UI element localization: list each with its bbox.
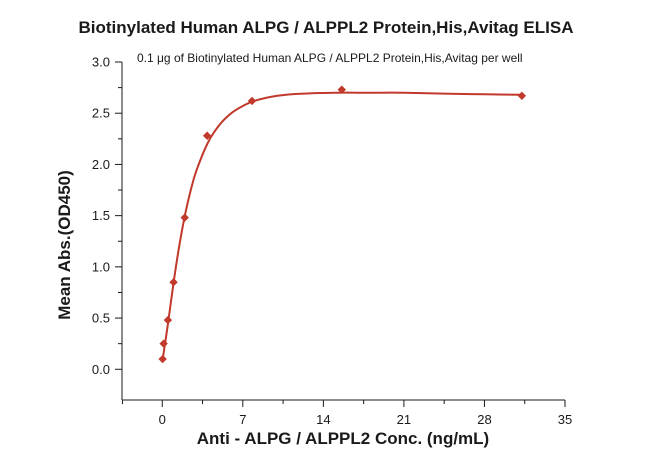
data-point [517,91,527,100]
fit-curve-layer [161,91,522,363]
data-points-layer [158,85,527,364]
y-ticks: 0.0 0.5 1.0 1.5 2.0 2.5 3.0 [92,55,122,377]
x-tick-label: 14 [316,412,330,427]
x-tick-label: 21 [397,412,411,427]
data-point [247,96,257,106]
x-tick-label: 7 [239,412,246,427]
y-tick-label: 3.0 [92,55,110,70]
x-axis-label: Anti - ALPG / ALPPL2 Conc. (ng/mL) [197,429,489,448]
x-tick-label: 28 [477,412,491,427]
axes [121,62,565,401]
y-tick-label: 1.0 [92,259,110,274]
data-point [180,213,189,222]
data-point [159,339,168,348]
data-point [169,278,178,287]
chart-subtitle: 0.1 μg of Biotinylated Human ALPG / ALPP… [137,51,523,65]
fit-curve [161,91,522,363]
y-tick-label: 0.0 [92,362,110,377]
data-point [337,85,346,94]
y-tick-label: 2.5 [92,106,110,121]
y-tick-label: 1.5 [92,208,110,223]
x-tick-label: 0 [159,412,166,427]
chart-title: Biotinylated Human ALPG / ALPPL2 Protein… [79,18,574,37]
y-tick-label: 0.5 [92,311,110,326]
y-axis-label: Mean Abs.(OD450) [55,170,74,320]
x-ticks: 0 7 14 21 28 35 [122,400,572,427]
data-point [163,315,173,325]
x-tick-label: 35 [558,412,572,427]
data-point [158,354,167,364]
y-tick-label: 2.0 [92,157,110,172]
data-point [202,131,212,140]
